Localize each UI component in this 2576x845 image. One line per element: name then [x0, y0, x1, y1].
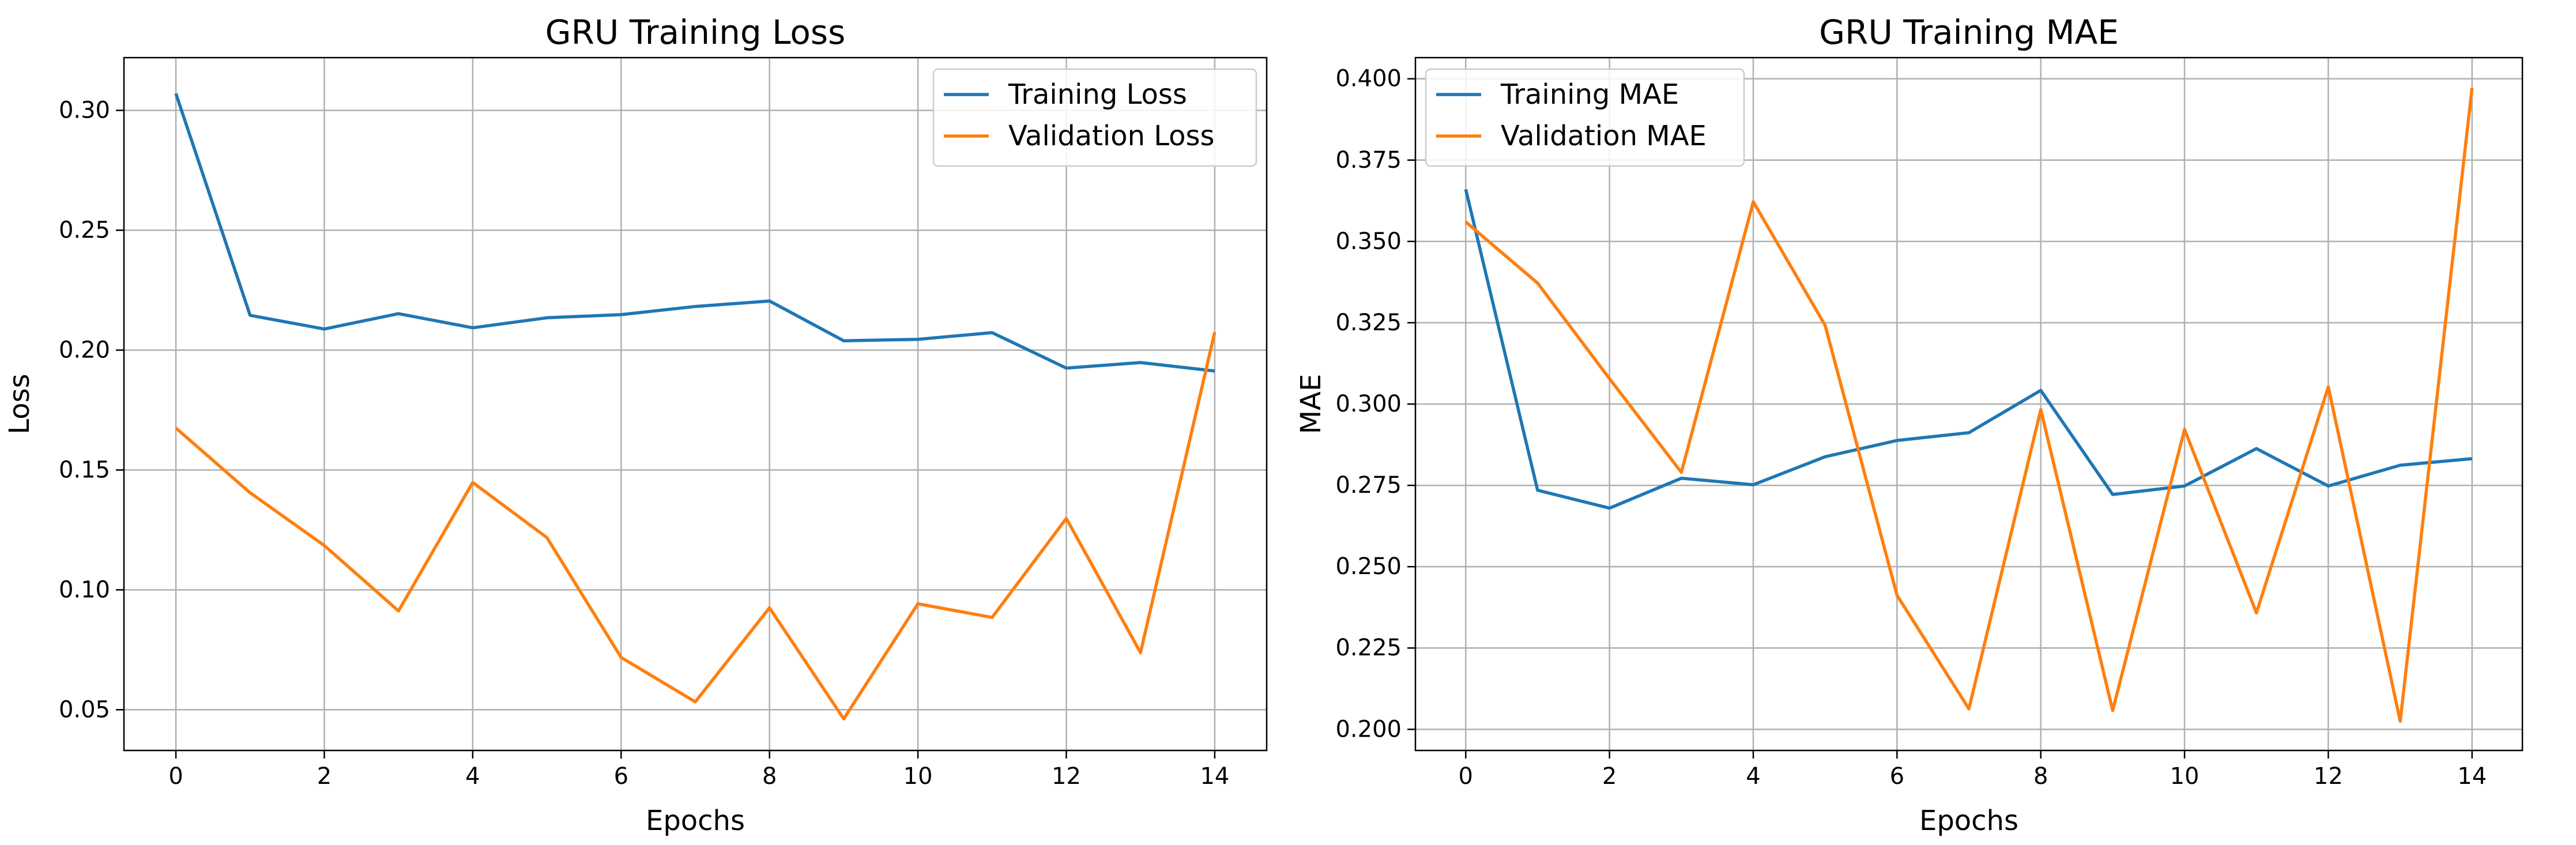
x-tick-label: 14: [2457, 763, 2487, 790]
legend-box: [932, 68, 1257, 167]
x-tick-label: 4: [1746, 763, 1760, 790]
chart-title: GRU Training Loss: [545, 13, 846, 52]
legend-label-training-loss: Training Loss: [1008, 78, 1187, 111]
y-tick-label: 0.15: [59, 457, 110, 483]
x-tick-label: 8: [762, 763, 777, 790]
legend-label-validation-loss: Validation Loss: [1008, 120, 1215, 152]
chart-title: GRU Training MAE: [1819, 13, 2119, 52]
x-tick-label: 0: [1459, 763, 1473, 790]
x-tick-label: 14: [1200, 763, 1229, 790]
x-tick-label: 12: [1052, 763, 1081, 790]
x-axis-label: Epochs: [1919, 805, 2018, 837]
y-tick-label: 0.375: [1335, 147, 1402, 173]
loss-chart: 0 2 4 6 8 10 12 14 0.05 0.10 0.15 0.20 0.25 0.30 GRU …: [3, 13, 1268, 837]
legend-label-validation-mae: Validation MAE: [1501, 120, 1707, 152]
legend-label-training-mae: Training MAE: [1500, 78, 1679, 111]
y-tick-label: 0.250: [1335, 553, 1402, 580]
y-tick-label: 0.20: [59, 337, 110, 363]
y-tick-label: 0.325: [1335, 310, 1402, 336]
legend: Training Loss Validation Loss: [932, 68, 1257, 167]
y-tick-label: 0.30: [59, 97, 110, 124]
y-tick-label: 0.400: [1335, 66, 1402, 92]
x-tick-label: 2: [317, 763, 332, 790]
x-tick-label: 8: [2033, 763, 2048, 790]
y-tick-label: 0.225: [1335, 635, 1402, 661]
x-tick-label: 4: [465, 763, 480, 790]
x-tick-label: 10: [903, 763, 933, 790]
legend: Training MAE Validation MAE: [1425, 68, 1745, 167]
x-tick-label: 2: [1602, 763, 1617, 790]
x-tick-label: 6: [1890, 763, 1904, 790]
x-tick-label: 10: [2170, 763, 2200, 790]
y-axis-label: MAE: [1295, 374, 1327, 435]
y-axis-label: Loss: [3, 374, 36, 434]
y-tick-label: 0.05: [59, 696, 110, 723]
plot-frame: [123, 56, 1268, 752]
x-tick-label: 12: [2314, 763, 2343, 790]
x-axis-label: Epochs: [646, 805, 745, 837]
legend-box: [1425, 68, 1745, 167]
y-tick-label: 0.10: [59, 576, 110, 603]
y-tick-label: 0.350: [1335, 228, 1402, 255]
y-tick-label: 0.200: [1335, 716, 1402, 742]
x-tick-label: 6: [614, 763, 628, 790]
y-tick-label: 0.275: [1335, 472, 1402, 499]
mae-chart: 0 2 4 6 8 10 12 14 0.200 0.225 0.250 0.275 0.300 0.32…: [1295, 13, 2524, 837]
x-tick-label: 0: [168, 763, 183, 790]
y-tick-label: 0.300: [1335, 391, 1402, 417]
y-tick-label: 0.25: [59, 217, 110, 243]
